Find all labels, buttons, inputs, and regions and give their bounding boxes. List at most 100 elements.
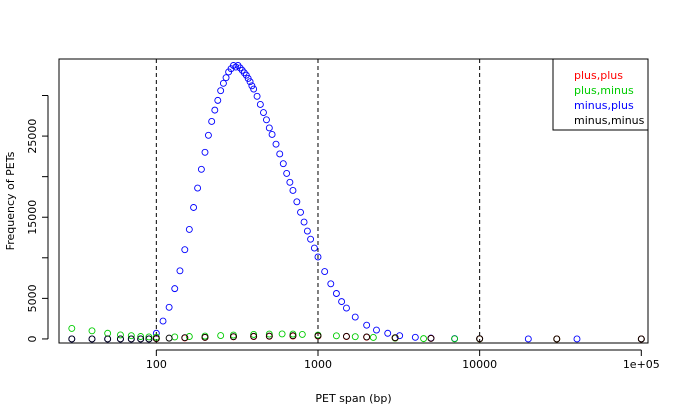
data-point <box>181 246 189 254</box>
data-point <box>307 235 315 243</box>
data-point <box>159 317 167 325</box>
data-point <box>272 140 280 148</box>
data-point <box>246 78 254 86</box>
data-point <box>279 160 287 168</box>
data-point <box>476 335 484 343</box>
data-point <box>217 332 225 339</box>
data-point <box>327 280 335 288</box>
data-point <box>219 79 227 87</box>
data-point <box>248 82 256 90</box>
data-point <box>117 331 124 339</box>
legend-entry: plus,minus <box>574 84 634 97</box>
data-point <box>185 225 193 233</box>
data-point <box>420 335 428 343</box>
data-point <box>171 285 179 293</box>
data-point <box>451 335 459 343</box>
legend-entry: plus,plus <box>574 69 623 82</box>
legend: plus,plus plus,minus minus,plus minus,minus <box>552 58 649 131</box>
data-point <box>238 66 246 74</box>
data-point <box>373 326 380 334</box>
data-point <box>265 124 273 132</box>
data-point <box>314 332 322 340</box>
data-point <box>211 106 219 114</box>
data-point <box>145 333 153 341</box>
data-point <box>230 333 237 341</box>
data-point <box>286 178 294 186</box>
data-point <box>391 334 399 342</box>
data-point <box>145 335 153 343</box>
data-point <box>232 63 240 71</box>
data-point <box>265 330 273 338</box>
data-point <box>217 87 225 95</box>
data-point <box>263 116 270 124</box>
data-point <box>351 333 359 341</box>
data-point <box>384 329 392 337</box>
data-point <box>332 332 340 340</box>
data-point <box>265 332 273 340</box>
data-point <box>300 218 308 226</box>
data-point <box>250 85 258 93</box>
data-point <box>253 92 261 100</box>
data-point <box>411 333 419 341</box>
data-point <box>298 330 306 338</box>
data-point <box>310 244 318 252</box>
data-point <box>137 333 145 340</box>
data-point <box>152 335 160 342</box>
data-point <box>222 74 230 82</box>
y-tick-label: 25000 <box>26 119 39 154</box>
data-point <box>338 298 346 306</box>
data-point <box>289 332 297 340</box>
data-point <box>369 334 377 341</box>
data-point <box>171 333 179 341</box>
data-point <box>289 186 297 194</box>
data-point <box>250 332 258 340</box>
data-point <box>314 253 322 261</box>
legend-entry: minus,plus <box>574 99 634 112</box>
data-point <box>260 109 267 117</box>
data-point <box>553 335 561 343</box>
data-point <box>165 334 173 342</box>
x-axis-title: PET span (bp) <box>315 392 391 405</box>
legend-frame <box>552 58 649 131</box>
data-point <box>68 324 76 332</box>
data-point <box>197 165 205 173</box>
y-tick-label: 0 <box>26 335 39 342</box>
data-point <box>104 335 112 343</box>
data-point <box>214 96 222 104</box>
legend-entry: minus,minus <box>574 114 645 127</box>
x-tick-label: 10000 <box>462 358 497 371</box>
data-point <box>293 198 301 206</box>
data-point <box>104 329 112 337</box>
data-point <box>181 334 189 342</box>
data-point <box>88 327 96 335</box>
data-point <box>332 290 340 297</box>
data-point <box>201 148 209 156</box>
data-point <box>256 100 264 108</box>
data-point <box>234 62 242 69</box>
y-tick-label: 5000 <box>26 284 39 312</box>
data-point <box>236 64 244 72</box>
data-point <box>208 118 216 125</box>
data-point <box>637 335 645 343</box>
data-point <box>176 267 184 275</box>
data-point <box>88 335 96 343</box>
data-point <box>137 335 145 343</box>
data-point <box>343 332 350 340</box>
data-points <box>68 62 645 343</box>
data-point <box>268 131 276 138</box>
x-axis: 100 1000 10000 1e+05 <box>146 349 660 371</box>
data-point <box>524 335 532 343</box>
data-point <box>127 335 135 343</box>
data-point <box>321 268 329 276</box>
data-point <box>194 184 202 192</box>
data-point <box>363 321 371 329</box>
data-point <box>278 330 286 338</box>
data-point <box>283 169 291 177</box>
data-point <box>303 227 311 235</box>
y-tick-label: 15000 <box>26 200 39 235</box>
x-tick-label: 1e+05 <box>623 358 660 371</box>
x-tick-label: 100 <box>146 358 167 371</box>
data-point <box>276 150 284 158</box>
data-point <box>117 335 124 343</box>
